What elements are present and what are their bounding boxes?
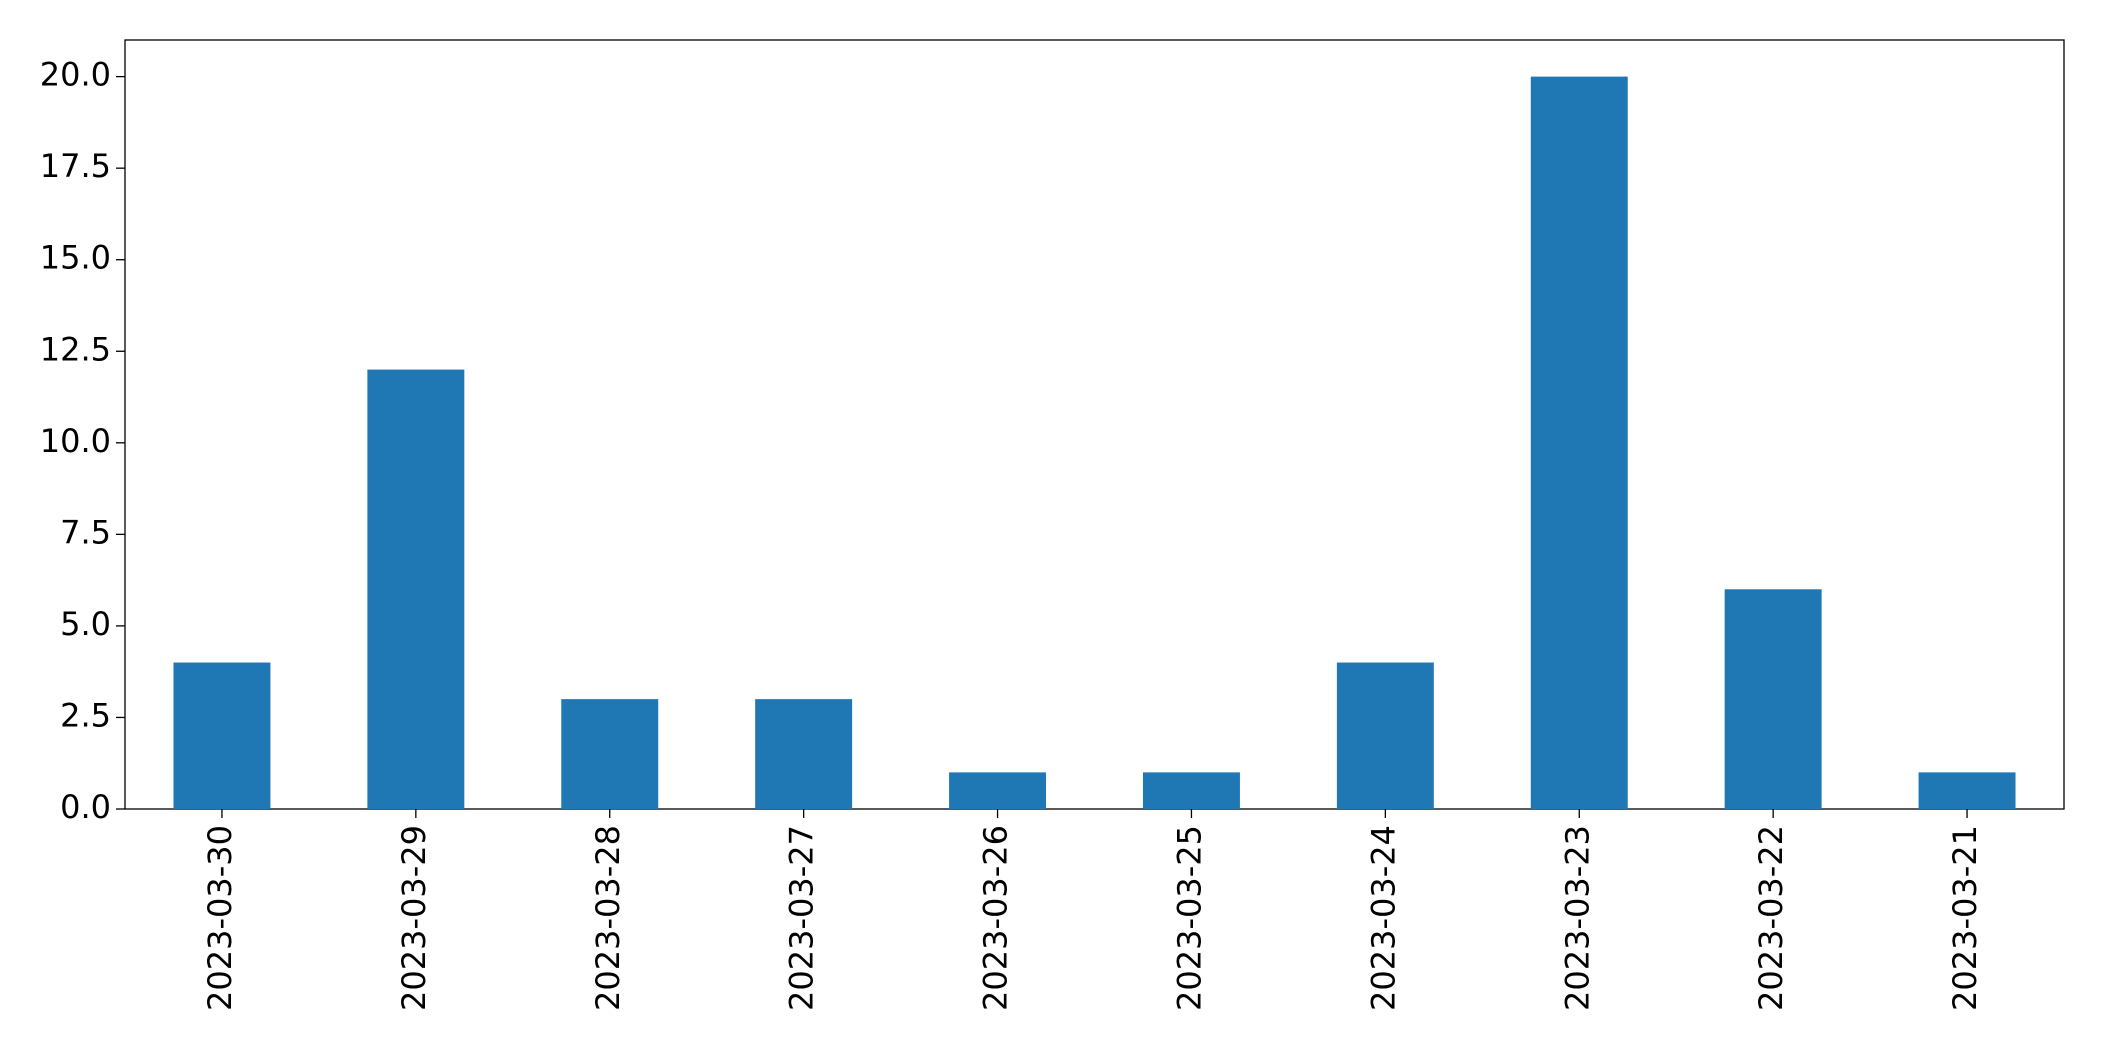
bar: [367, 369, 465, 809]
y-tick-label: 17.5: [40, 147, 111, 185]
y-tick-label: 7.5: [60, 513, 111, 551]
x-tick-label: 2023-03-27: [783, 825, 821, 1011]
bar: [1530, 76, 1628, 810]
bar: [561, 699, 659, 809]
y-tick-label: 2.5: [60, 696, 111, 734]
x-tick-label: 2023-03-23: [1558, 825, 1596, 1011]
x-tick-label: 2023-03-29: [395, 825, 433, 1011]
x-tick-label: 2023-03-26: [977, 825, 1015, 1011]
y-tick-label: 5.0: [60, 605, 111, 643]
x-tick-label: 2023-03-25: [1170, 825, 1208, 1011]
x-tick-label: 2023-03-28: [589, 825, 627, 1011]
x-tick-label: 2023-03-22: [1752, 825, 1790, 1011]
x-tick-label: 2023-03-21: [1946, 825, 1984, 1011]
x-tick-label: 2023-03-30: [201, 825, 239, 1011]
bar: [949, 772, 1047, 809]
bar: [1142, 772, 1240, 809]
bar: [755, 699, 853, 809]
plot-frame: [124, 39, 2065, 810]
y-tick-label: 0.0: [60, 788, 111, 826]
x-tick-label: 2023-03-24: [1364, 825, 1402, 1011]
y-tick-label: 15.0: [40, 239, 111, 277]
bar: [173, 662, 271, 809]
y-tick-label: 12.5: [40, 330, 111, 368]
y-tick-label: 20.0: [40, 56, 111, 94]
y-tick-label: 10.0: [40, 422, 111, 460]
bar: [1918, 772, 2016, 809]
bar: [1336, 662, 1434, 809]
bar: [1724, 589, 1822, 809]
